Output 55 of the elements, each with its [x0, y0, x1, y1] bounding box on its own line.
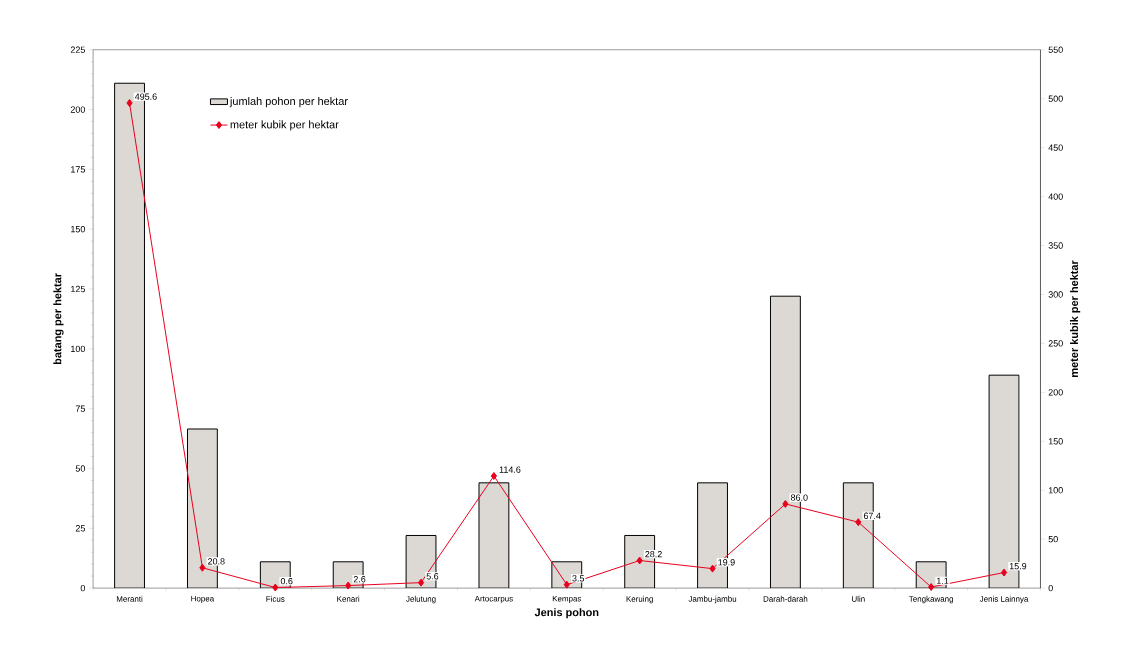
- y-tick-label: 125: [71, 285, 85, 293]
- point: [272, 583, 279, 592]
- data-label: 86.0: [790, 494, 808, 501]
- y2-axis-title: meter kubik per hektar: [1070, 260, 1081, 378]
- point: [490, 472, 498, 481]
- data-label: 495.6: [134, 93, 157, 100]
- data-label: 114.6: [499, 466, 521, 473]
- y2-tick-label: 550: [1048, 46, 1063, 54]
- x-axis-title: Jenis pohon: [534, 608, 599, 619]
- data-label: 15.9: [1009, 563, 1027, 570]
- data-label: 5.6: [426, 573, 439, 580]
- y2-tick-label: 100: [1048, 487, 1063, 494]
- y2-tick-label: 50: [1048, 536, 1058, 543]
- point: [1000, 568, 1008, 577]
- point: [928, 583, 935, 592]
- bar: [405, 535, 437, 589]
- point: [709, 564, 716, 573]
- y2-tick-label: 300: [1048, 291, 1063, 298]
- y-tick-label: 175: [71, 166, 85, 173]
- y2-tick-label: 150: [1048, 438, 1063, 445]
- y-tick-label: 150: [71, 226, 85, 233]
- y-axis-title: batang per hektar: [53, 273, 64, 365]
- data-label: 0.6: [280, 578, 293, 585]
- data-label: 2.6: [353, 576, 366, 583]
- y2-tick-label: 200: [1048, 389, 1063, 396]
- data-label: 67.4: [863, 512, 881, 520]
- y2-tick-label: 500: [1048, 95, 1063, 102]
- data-label: 20.8: [208, 558, 225, 565]
- y-tick-label: 100: [71, 345, 85, 353]
- y-tick-label: 50: [75, 465, 85, 472]
- point: [345, 581, 352, 590]
- point: [199, 563, 206, 572]
- bar: [478, 482, 510, 589]
- y-tick-label: 0: [80, 585, 85, 592]
- point: [782, 500, 789, 509]
- y-tick-label: 25: [75, 525, 85, 532]
- point: [855, 518, 862, 527]
- point: [126, 99, 133, 108]
- y-tick-label: 75: [75, 405, 85, 412]
- y2-tick-label: 0: [1048, 585, 1053, 592]
- y-tick-label: 225: [70, 46, 85, 54]
- data-label: 3.5: [572, 575, 585, 582]
- data-label: 1.1: [937, 577, 949, 584]
- y2-tick-label: 250: [1048, 340, 1063, 347]
- point: [563, 580, 570, 589]
- y-tick-label: 200: [70, 106, 85, 113]
- point: [636, 556, 643, 565]
- legend-label: jumlah pohon per hektar: [229, 97, 348, 108]
- y2-tick-label: 400: [1048, 193, 1063, 200]
- data-label: 28.2: [645, 551, 662, 558]
- y2-tick-label: 450: [1048, 144, 1063, 151]
- point: [417, 578, 425, 587]
- data-label: 19.9: [718, 559, 735, 566]
- legend-label: meter kubik per hektar: [230, 120, 339, 131]
- y2-tick-label: 350: [1048, 242, 1063, 249]
